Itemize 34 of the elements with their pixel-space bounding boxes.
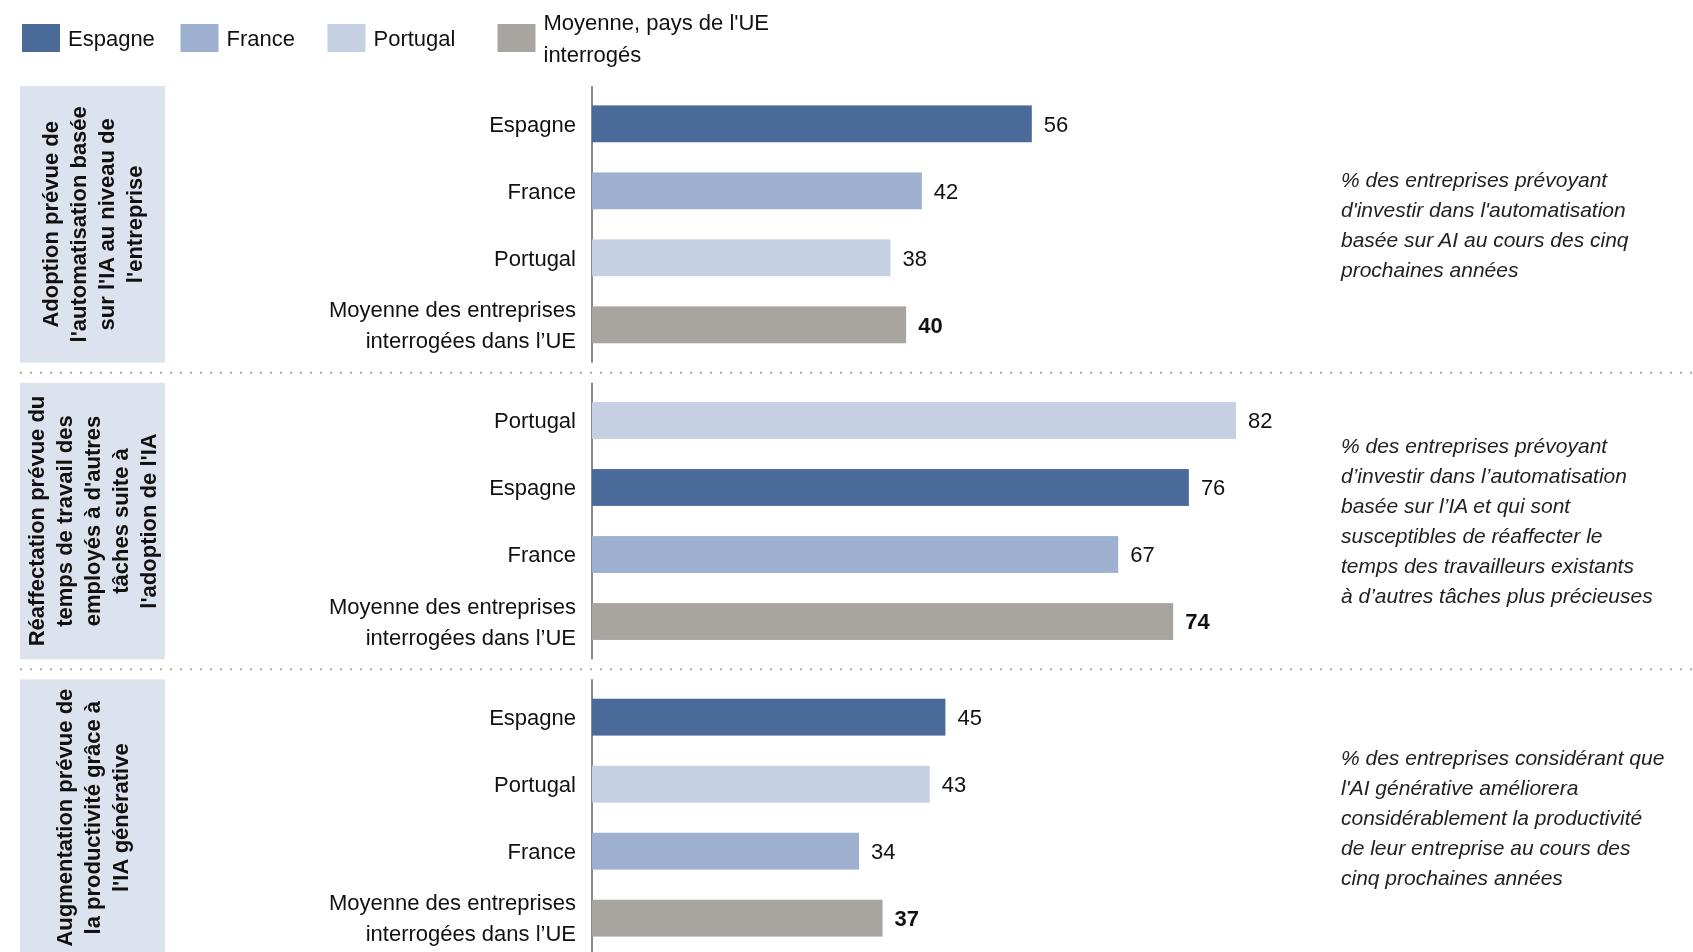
legend-label: Espagne xyxy=(68,25,155,51)
y-tick-label: Moyenne des entreprises interrogées dans l’UE xyxy=(328,297,576,354)
text: % des entreprises considérant que l'AI générative améliorera considérablement la productivité de leur entreprise au cours des cinq prochaines années xyxy=(1341,746,1665,890)
data-label: 82 xyxy=(1248,408,1273,434)
legend-label: Moyenne, pays de l'UE interrogés xyxy=(543,9,770,67)
legend-label: Portugal xyxy=(373,25,456,51)
y-axis-title: Adoption prévue de l'automatisation basée sur l'IA au niveau de l'entreprise xyxy=(38,106,148,343)
y-tick-label: Espagne xyxy=(489,704,576,730)
y-axis-title: Augmentation prévue de la productivité grâce à l'IA générative xyxy=(52,688,134,947)
text: % des entreprises prévoyant d'investir dans l'automatisation basée sur AI au cours des cinq prochaines années xyxy=(1340,167,1629,281)
legend-label: France xyxy=(226,25,295,51)
data-label: 42 xyxy=(933,178,959,204)
y-tick-label: Espagne xyxy=(489,111,576,137)
data-label: 40 xyxy=(918,312,943,338)
data-label: 45 xyxy=(957,704,982,730)
text: % des entreprises prévoyant d’investir dans l’automatisation basée sur l’IA et qui sont susceptibles de réaffecter le temps des travailleurs existants à d’autres tâches plus précieuses xyxy=(1341,434,1654,608)
data-label: 38 xyxy=(902,245,927,271)
data-label: 37 xyxy=(894,905,920,931)
data-label: 34 xyxy=(871,838,896,864)
y-tick-label: Portugal xyxy=(494,771,576,797)
data-label: 43 xyxy=(941,771,967,797)
y-tick-label: Moyenne des entreprises interrogées dans l’UE xyxy=(328,890,576,947)
y-tick-label: France xyxy=(507,542,576,568)
y-tick-label: France xyxy=(507,838,576,864)
y-tick-label: Portugal xyxy=(494,245,576,271)
y-tick-label: Moyenne des entreprises interrogées dans l’UE xyxy=(328,593,576,650)
y-axis-title: Réaffectation prévue du temps de travail des employés à d'autres tâches suite à l'adoption de l'IA xyxy=(24,395,162,647)
data-label: 74 xyxy=(1185,609,1211,635)
data-label: 67 xyxy=(1130,542,1155,568)
y-tick-label: Espagne xyxy=(489,475,576,501)
data-label: 76 xyxy=(1200,475,1226,501)
y-tick-label: France xyxy=(507,178,576,204)
data-label: 56 xyxy=(1043,111,1069,137)
y-tick-label: Portugal xyxy=(494,408,576,434)
